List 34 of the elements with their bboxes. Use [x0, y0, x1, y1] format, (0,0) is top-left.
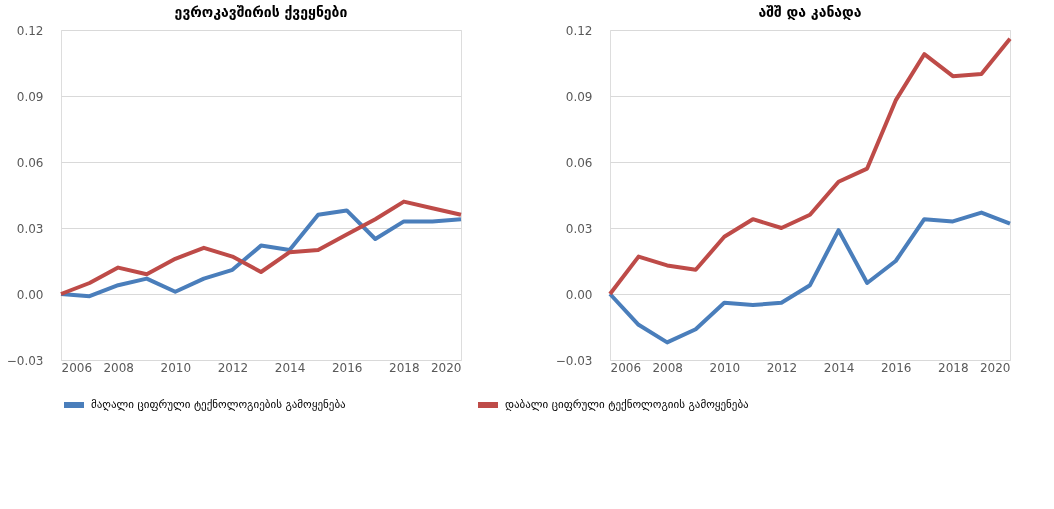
- y-tick-label: 0.00: [565, 287, 593, 302]
- y-tick-label: 0.12: [16, 23, 44, 38]
- y-tick-label: 0.03: [565, 221, 593, 236]
- x-tick-label: 2008: [103, 360, 134, 375]
- y-tick-label: 0.06: [565, 155, 593, 170]
- x-tick-label: 2012: [766, 360, 798, 375]
- y-tick-label: 0.12: [565, 23, 593, 38]
- x-tick-label: 2016: [880, 360, 912, 375]
- y-tick-label: −0.03: [6, 353, 44, 368]
- y-tick-label: 0.06: [16, 155, 44, 170]
- x-tick-label: 2018: [938, 360, 969, 375]
- x-tick-label: 2020: [979, 360, 1011, 375]
- x-tick-label: 2010: [160, 360, 192, 375]
- x-tick-label: 2012: [217, 360, 249, 375]
- x-tick-label: 2016: [331, 360, 363, 375]
- x-tick-label: 2008: [652, 360, 683, 375]
- y-tick-label: 0.09: [565, 89, 593, 104]
- y-tick-label: −0.03: [555, 353, 593, 368]
- legend-label: მაღალი ციფრული ტექნოლოგიების გამოყენება: [91, 398, 347, 411]
- line-series: [608, 36, 1012, 296]
- x-tick-label: 2014: [274, 360, 306, 375]
- x-tick-label: 2010: [709, 360, 741, 375]
- x-tick-label: 2006: [61, 360, 93, 375]
- x-tick-label: 2018: [389, 360, 420, 375]
- y-tick-label: 0.00: [16, 287, 44, 302]
- y-tick-label: 0.09: [16, 89, 44, 104]
- y-tick-label: 0.03: [16, 221, 44, 236]
- chart-title: ევროკავშირის ქვეყნები: [174, 4, 348, 20]
- x-tick-label: 2014: [823, 360, 855, 375]
- x-tick-label: 2006: [610, 360, 642, 375]
- chart-title: აშშ და კანადა: [758, 4, 862, 20]
- line-series: [608, 210, 1012, 345]
- legend-label: დაბალი ციფრული ტექნოლოგიის გამოყენება: [505, 398, 750, 411]
- x-tick-label: 2020: [430, 360, 462, 375]
